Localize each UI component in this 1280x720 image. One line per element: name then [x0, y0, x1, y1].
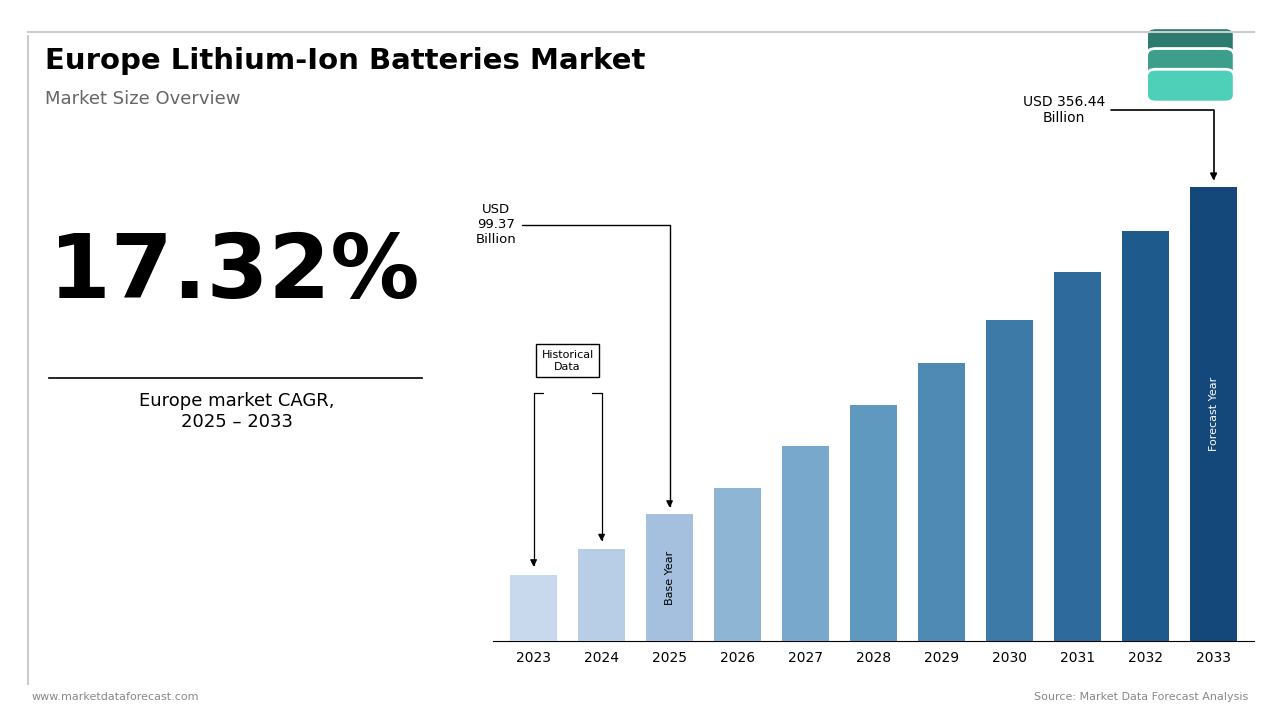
Text: Forecast Year: Forecast Year — [1208, 377, 1219, 451]
Text: Europe market CAGR,
2025 – 2033: Europe market CAGR, 2025 – 2033 — [140, 392, 334, 431]
Text: Source: Market Data Forecast Analysis: Source: Market Data Forecast Analysis — [1034, 692, 1248, 702]
Bar — [646, 514, 692, 641]
FancyBboxPatch shape — [1147, 28, 1234, 60]
Bar — [782, 446, 828, 641]
Text: www.marketdataforecast.com: www.marketdataforecast.com — [32, 692, 200, 702]
FancyBboxPatch shape — [1147, 69, 1234, 102]
Text: USD
99.37
Billion: USD 99.37 Billion — [476, 203, 672, 506]
Text: Historical
Data: Historical Data — [541, 350, 594, 372]
Bar — [850, 405, 897, 641]
Bar — [579, 549, 625, 641]
Text: Europe Lithium-Ion Batteries Market: Europe Lithium-Ion Batteries Market — [45, 47, 645, 75]
Text: Market Size Overview: Market Size Overview — [45, 90, 241, 108]
Bar — [1190, 187, 1236, 641]
FancyBboxPatch shape — [1147, 48, 1234, 81]
Bar — [1123, 231, 1169, 641]
Text: 17.32%: 17.32% — [49, 230, 419, 317]
Bar — [919, 364, 965, 641]
Text: USD 356.44
Billion: USD 356.44 Billion — [1023, 95, 1216, 179]
Bar — [714, 488, 760, 641]
Bar — [1055, 271, 1101, 641]
Bar — [511, 575, 557, 641]
Bar — [987, 320, 1033, 641]
Text: Base Year: Base Year — [664, 551, 675, 605]
